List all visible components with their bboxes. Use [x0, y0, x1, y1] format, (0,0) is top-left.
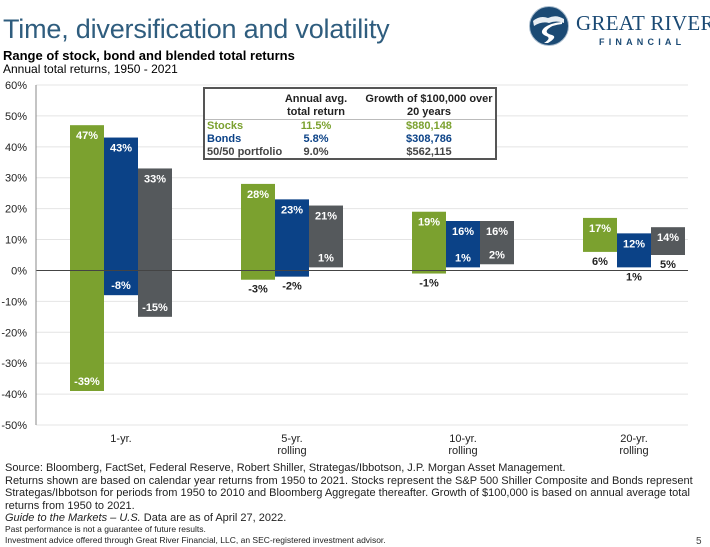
y-tick-label: 30% [5, 173, 27, 185]
bar-stocks [241, 183, 275, 280]
row-avg: 9.0% [303, 146, 329, 158]
table-header-row-2: total return 20 years [205, 106, 495, 119]
min-label: 1% [626, 271, 642, 283]
x-tick-label: rolling [619, 445, 648, 457]
footnotes: Source: Bloomberg, FactSet, Federal Rese… [5, 462, 705, 525]
max-label: 17% [589, 223, 611, 235]
table-header-row-1: Annual avg. Growth of $100,000 over [205, 93, 495, 106]
y-tick-label: 40% [5, 142, 27, 154]
max-label: 16% [486, 226, 508, 238]
chart-subtitle: Range of stock, bond and blended total r… [3, 48, 295, 63]
bar-bonds [446, 221, 480, 268]
disclaimer-advisor: Investment advice offered through Great … [5, 535, 386, 545]
bar-bonds [275, 199, 309, 277]
bars [70, 125, 685, 391]
y-tick-label: -40% [1, 389, 27, 401]
table-divider [205, 119, 495, 120]
x-tick-label: 5-yr. [281, 433, 302, 445]
source-note: Source: Bloomberg, FactSet, Federal Rese… [5, 462, 566, 474]
table-row-portfolio: 50/50 portfolio 9.0% $562,115 [205, 146, 495, 159]
table-row-stocks: Stocks 11.5% $880,148 [205, 120, 495, 133]
river-globe-icon [529, 6, 569, 46]
row-avg: 5.8% [303, 133, 329, 145]
row-label: 50/50 portfolio [207, 146, 283, 158]
bar-stocks [70, 125, 104, 391]
max-label: 23% [281, 204, 303, 216]
min-label: 6% [592, 256, 608, 268]
bar-bonds [104, 137, 138, 296]
chart-period: Annual total returns, 1950 - 2021 [3, 62, 178, 76]
max-label: 21% [315, 211, 337, 223]
disclaimer: Past performance is not a guarantee of f… [5, 524, 665, 546]
row-label: Bonds [207, 133, 242, 145]
row-label: Stocks [207, 120, 244, 132]
y-tick-label: 50% [5, 111, 27, 123]
page-title: Time, diversification and volatility [3, 14, 390, 44]
y-tick-label: -30% [1, 358, 27, 370]
row-growth: $562,115 [406, 146, 452, 158]
row-growth: $880,148 [406, 120, 452, 132]
table-row-bonds: Bonds 5.8% $308,786 [205, 133, 495, 146]
y-tick-label: 0% [11, 265, 27, 277]
min-label: -15% [142, 302, 168, 314]
guide-note: Guide to the Markets – U.S. Data are as … [5, 512, 705, 525]
y-tick-label: 60% [5, 80, 27, 92]
y-tick-label: -10% [1, 296, 27, 308]
guide-title: Guide to the Markets – U.S. [5, 512, 141, 524]
min-label: -3% [248, 284, 268, 296]
x-axis-labels: 1-yr. 5-yr.rolling10-yr.rolling20-yr.roll… [110, 433, 648, 457]
page-number: 5 [696, 536, 702, 547]
logo-name: GREAT RIVER [576, 11, 710, 35]
table-header-growth-2: 20 years [406, 106, 452, 118]
max-label: 43% [110, 143, 132, 155]
min-label: -8% [111, 280, 131, 292]
bar-50-50-portfolio [480, 221, 514, 265]
min-label: -1% [419, 278, 439, 290]
logo-subname: FINANCIAL [599, 37, 686, 47]
bar-50-50-portfolio [309, 205, 343, 268]
x-tick-label: rolling [448, 445, 477, 457]
table-header-growth: Growth of $100,000 over [365, 93, 493, 105]
y-tick-label: -20% [1, 327, 27, 339]
min-label: 2% [489, 249, 505, 261]
company-logo: GREAT RIVER FINANCIAL [528, 5, 710, 49]
bar-50-50-portfolio [651, 227, 685, 255]
methodology-note: Returns shown are based on calendar year… [5, 474, 693, 512]
disclaimer-performance: Past performance is not a guarantee of f… [5, 524, 206, 534]
x-tick-label: 20-yr. [620, 433, 648, 445]
bar-stocks [583, 217, 617, 252]
max-label: 28% [247, 189, 269, 201]
max-label: 16% [452, 226, 474, 238]
min-label: 5% [660, 259, 676, 271]
row-avg: 11.5% [300, 120, 332, 132]
bar-stocks [412, 211, 446, 274]
x-tick-label: 10-yr. [449, 433, 477, 445]
x-tick-label: 1-yr. [110, 433, 131, 445]
max-label: 12% [623, 238, 645, 250]
max-label: 19% [418, 217, 440, 229]
min-label: -39% [74, 376, 100, 388]
max-label: 47% [76, 130, 98, 142]
summary-table: Annual avg. Growth of $100,000 over tota… [203, 87, 497, 160]
bar-bonds [617, 233, 651, 268]
y-tick-label: 20% [5, 204, 27, 216]
min-label: -2% [282, 281, 302, 293]
min-label: 1% [455, 252, 471, 264]
table-header-avg: Annual avg. [284, 93, 348, 105]
x-tick-label: rolling [277, 445, 306, 457]
bar-50-50-portfolio [138, 168, 172, 317]
table-header-avg-2: total return [286, 106, 346, 118]
row-growth: $308,786 [406, 133, 452, 145]
y-tick-label: 10% [5, 235, 27, 247]
data-labels: 47% -39% 28% -3% 19% -1% 17% 6% 43% -8% 23% -2% 16% 1… [74, 130, 679, 388]
y-tick-label: -50% [1, 420, 27, 432]
max-label: 33% [144, 173, 166, 185]
min-label: 1% [318, 252, 334, 264]
guide-date: Data are as of April 27, 2022. [140, 512, 287, 524]
max-label: 14% [657, 232, 679, 244]
y-axis-ticks: -50% -40% -30% -20% -10% 0% 10% 20% 30% 40% 50% 60% [1, 80, 27, 432]
